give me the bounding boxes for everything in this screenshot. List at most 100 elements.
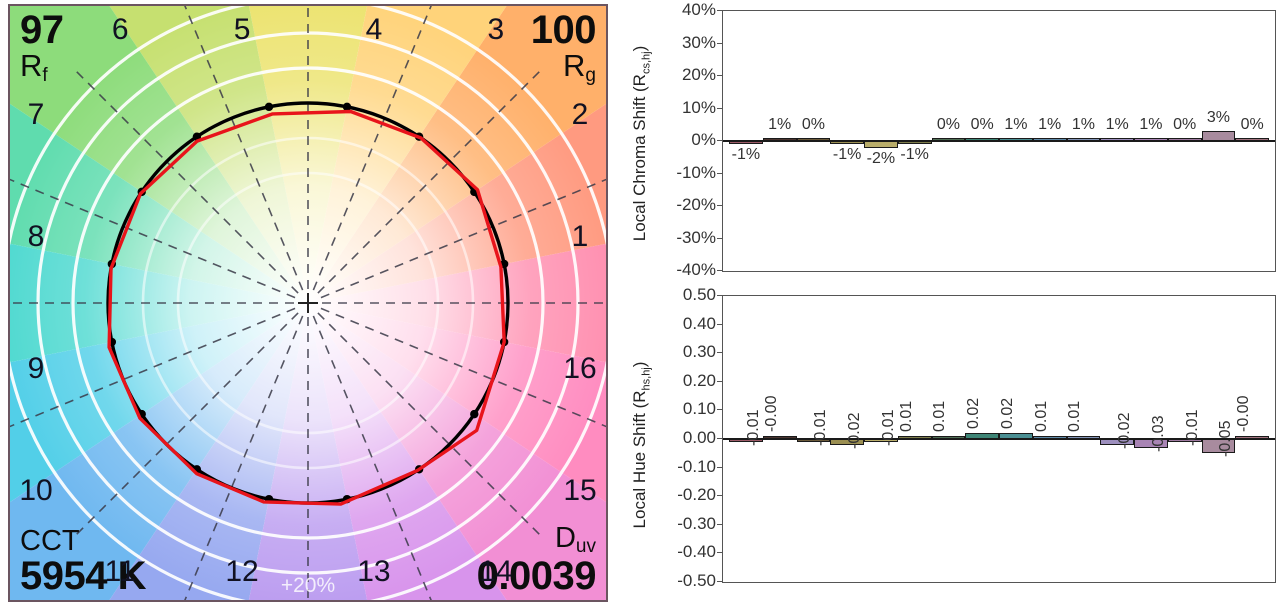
hue-bin-label-8: 8	[27, 220, 45, 254]
y-tick-0.00: 0.00	[682, 428, 723, 447]
bar-bin-2	[762, 137, 797, 141]
duv-value: 0.0039	[476, 554, 597, 598]
chroma-y-axis-ticks: 40% 30% 20% 10% 0% -10% -20% -30% -40%	[660, 0, 723, 285]
hue-axis-title: Local Hue Shift (Rhs,hj)	[630, 361, 653, 529]
y-tick-20%: 20%	[681, 65, 723, 84]
y-tick--0.50: -0.50	[677, 571, 722, 590]
hue-bin-spokes	[10, 6, 606, 600]
bar-bin-6	[897, 436, 932, 439]
bin-marker-15	[470, 409, 479, 419]
cct-label: CCT	[20, 525, 80, 557]
hue-bin-label-14: 14	[479, 555, 513, 588]
rf-label: Rf	[20, 48, 48, 86]
ring-label-plus20: +20%	[281, 574, 335, 597]
bar-bin-5	[864, 141, 898, 148]
y-tick--0.20: -0.20	[677, 485, 722, 505]
rg-readout: 100 Rg	[531, 10, 597, 86]
spoke-10	[10, 307, 296, 428]
hue-bin-label-12: 12	[225, 555, 259, 588]
bar-bin-6	[897, 141, 932, 145]
hue-zero-line	[723, 438, 1275, 440]
bar-value-label-5: -2%	[866, 149, 896, 167]
center-cross	[298, 293, 318, 313]
y-tick-0.40: 0.40	[682, 313, 723, 333]
rf-readout: 97 Rf	[20, 10, 64, 85]
bar-bin-7	[931, 436, 966, 439]
y-tick-0.20: 0.20	[682, 370, 723, 390]
bar-value-label-16: 0%	[1240, 116, 1264, 133]
y-tick-0.30: 0.30	[682, 342, 723, 362]
bar-value-label-11: 1%	[1071, 115, 1095, 133]
bar-bin-10	[1032, 436, 1067, 439]
hue-bin-label-16: 16	[563, 351, 597, 385]
spoke-12	[184, 315, 304, 600]
bar-bin-12	[1100, 439, 1134, 445]
spoke-8	[10, 178, 296, 299]
bar-value-label-4: -1%	[832, 146, 862, 164]
bar-value-label-14: 0%	[1173, 116, 1197, 133]
color-vector-graphic: +20% 97 Rf 100 Rg CCT 5954 K Duv 0.0039 …	[8, 4, 608, 602]
bar-bin-4	[830, 439, 864, 445]
local-hue-shift-chart: Local Hue Shift (Rhs,hj) 0.50 0.40 0.30 0.2…	[630, 285, 1278, 603]
hue-bin-label-4: 4	[365, 13, 383, 46]
hue-bin-label-1: 1	[571, 220, 589, 254]
bar-value-label-12: 1%	[1105, 115, 1129, 133]
test-source-vector	[107, 109, 506, 506]
cvg-canvas: +20%	[10, 6, 606, 600]
bar-bin-8	[965, 433, 999, 439]
bin-marker-4	[342, 102, 352, 112]
bar-bin-16	[1235, 138, 1269, 141]
spoke-11	[74, 312, 299, 537]
y-tick--0.10: -0.10	[677, 456, 722, 476]
bar-bin-12	[1100, 137, 1134, 141]
y-tick-10%: 10%	[681, 97, 723, 117]
rf-value: 97	[20, 8, 64, 52]
hue-bin-label-2: 2	[571, 98, 589, 132]
bar-value-label-3: 0%	[801, 116, 825, 133]
spoke-7	[74, 69, 299, 294]
hue-bin-label-3: 3	[487, 13, 505, 46]
spoke-3	[317, 69, 542, 294]
bar-bin-13	[1134, 137, 1168, 141]
spoke-15	[317, 312, 542, 537]
bar-bin-1	[729, 439, 763, 442]
hue-bin-label-13: 13	[357, 555, 391, 588]
bar-value-label-10: 1%	[1038, 115, 1062, 133]
bar-bin-14	[1167, 439, 1202, 442]
bar-bin-7	[931, 138, 966, 141]
y-tick-0.50: 0.50	[682, 285, 723, 304]
spoke-4	[312, 6, 432, 291]
bar-value-label-15: 3%	[1206, 109, 1230, 127]
spoke-6	[184, 6, 304, 291]
chroma-bars: -1% 1% 0% -1% -2% -1% 0% 0% 1% 1% 1% 1% 1% 0% 3% 0%	[723, 11, 1275, 271]
bar-value-label-8: 0%	[970, 116, 994, 133]
y-tick--40%: -40%	[676, 260, 722, 279]
bar-bin-2	[762, 436, 797, 439]
bin-marker-5	[264, 102, 274, 112]
spoke-14	[312, 315, 432, 600]
bar-bin-4	[830, 141, 864, 145]
bar-value-label-1: -1%	[731, 146, 761, 164]
bar-value-label-13: 1%	[1139, 115, 1163, 133]
chroma-zero-line	[723, 140, 1275, 142]
hue-y-axis-ticks: 0.50 0.40 0.30 0.20 0.10 0.00 -0.10 -0.20 -0.30 -…	[660, 285, 723, 603]
y-tick--30%: -30%	[676, 227, 722, 247]
local-chroma-shift-chart: Local Chroma Shift (Rcs,hj) 40% 30% 20% 10%…	[630, 0, 1278, 285]
bar-bin-16	[1235, 436, 1269, 439]
y-tick-30%: 30%	[681, 32, 723, 52]
chroma-plot-area: -1% 1% 0% -1% -2% -1% 0% 0% 1% 1% 1% 1% 1% 0% 3% 0%	[722, 10, 1276, 272]
cct-readout: CCT 5954 K	[20, 525, 146, 597]
hue-bars: -0.01 -0.00 -0.01 -0.02 -0.01 0.01 0.01 0.02 0.0…	[723, 296, 1275, 582]
y-tick--20%: -20%	[676, 195, 722, 214]
spoke-16	[320, 307, 606, 428]
y-tick-40%: 40%	[681, 0, 723, 19]
hue-bin-label-5: 5	[233, 13, 251, 46]
bar-value-label-6: -1%	[900, 146, 929, 164]
bar-bin-9	[999, 433, 1033, 439]
rg-label: Rg	[563, 48, 596, 86]
bar-bin-3	[796, 138, 831, 141]
duv-readout: Duv 0.0039	[476, 524, 597, 598]
hue-plot-area: -0.01 -0.00 -0.01 -0.02 -0.01 0.01 0.01 0.02 0.0…	[722, 295, 1276, 583]
bar-bin-15	[1201, 131, 1236, 141]
